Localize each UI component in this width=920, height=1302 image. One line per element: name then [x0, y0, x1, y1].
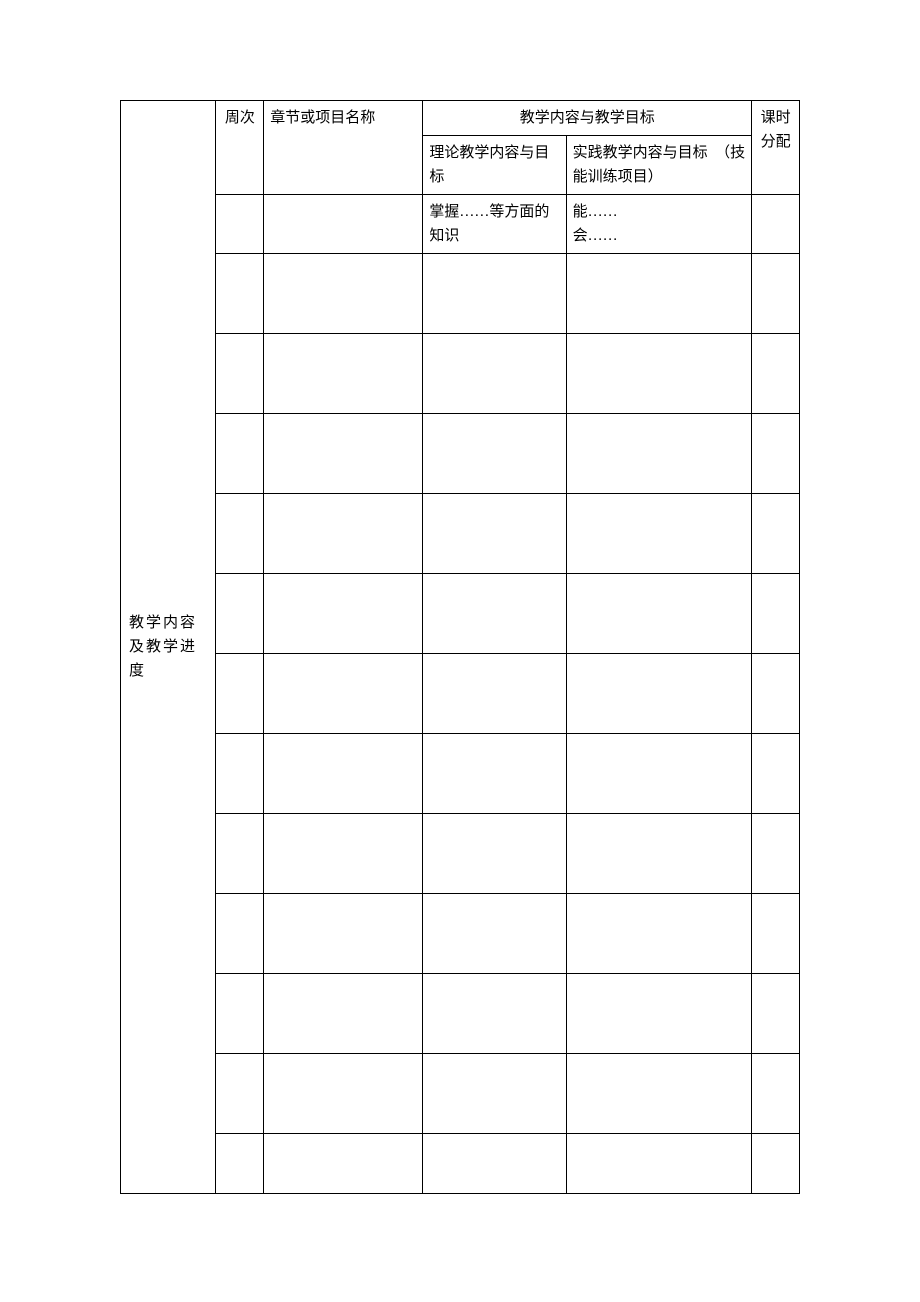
- teaching-schedule-table: 教学内容及教学进度 周次 章节或项目名称 教学内容与教学目标 课时分配 理论教学…: [120, 100, 800, 1194]
- practice-cell: 能…… 会……: [566, 195, 752, 254]
- week-cell: [216, 1054, 264, 1134]
- chapter-cell: [264, 734, 423, 814]
- header-theory: 理论教学内容与目标: [423, 136, 566, 195]
- theory-cell: [423, 414, 566, 494]
- header-chapter: 章节或项目名称: [264, 101, 423, 195]
- theory-cell: [423, 254, 566, 334]
- header-practice: 实践教学内容与目标 （技能训练项目）: [566, 136, 752, 195]
- theory-cell: [423, 734, 566, 814]
- week-cell: [216, 734, 264, 814]
- theory-cell: [423, 654, 566, 734]
- hours-cell: [752, 1134, 800, 1194]
- practice-cell: [566, 414, 752, 494]
- week-cell: [216, 494, 264, 574]
- chapter-cell: [264, 814, 423, 894]
- hours-cell: [752, 734, 800, 814]
- content-row-3: [121, 334, 800, 414]
- practice-cell: [566, 254, 752, 334]
- hours-cell: [752, 494, 800, 574]
- theory-cell: [423, 814, 566, 894]
- header-week: 周次: [216, 101, 264, 195]
- practice-cell: [566, 574, 752, 654]
- chapter-cell: [264, 1134, 423, 1194]
- chapter-cell: [264, 894, 423, 974]
- practice-cell: [566, 654, 752, 734]
- chapter-cell: [264, 334, 423, 414]
- week-cell: [216, 195, 264, 254]
- hours-cell: [752, 654, 800, 734]
- week-cell: [216, 974, 264, 1054]
- content-row-6: [121, 574, 800, 654]
- row-label-cell: 教学内容及教学进度: [121, 101, 216, 1194]
- week-cell: [216, 334, 264, 414]
- content-row-11: [121, 974, 800, 1054]
- hours-cell: [752, 195, 800, 254]
- chapter-cell: [264, 654, 423, 734]
- content-row-2: [121, 254, 800, 334]
- practice-cell: [566, 734, 752, 814]
- week-cell: [216, 254, 264, 334]
- week-cell: [216, 574, 264, 654]
- practice-cell: [566, 494, 752, 574]
- week-cell: [216, 814, 264, 894]
- hours-cell: [752, 334, 800, 414]
- theory-cell: [423, 574, 566, 654]
- hours-cell: [752, 1054, 800, 1134]
- practice-cell: [566, 1054, 752, 1134]
- theory-cell: [423, 974, 566, 1054]
- week-cell: [216, 894, 264, 974]
- theory-cell: [423, 1134, 566, 1194]
- theory-cell: [423, 1054, 566, 1134]
- content-row-1: 掌握……等方面的知识 能…… 会……: [121, 195, 800, 254]
- practice-cell: [566, 974, 752, 1054]
- hours-cell: [752, 254, 800, 334]
- chapter-cell: [264, 974, 423, 1054]
- content-row-4: [121, 414, 800, 494]
- content-row-8: [121, 734, 800, 814]
- practice-cell: [566, 814, 752, 894]
- theory-cell: 掌握……等方面的知识: [423, 195, 566, 254]
- theory-cell: [423, 894, 566, 974]
- chapter-cell: [264, 1054, 423, 1134]
- content-row-9: [121, 814, 800, 894]
- practice-cell: [566, 894, 752, 974]
- content-row-13: [121, 1134, 800, 1194]
- theory-cell: [423, 494, 566, 574]
- week-cell: [216, 654, 264, 734]
- hours-cell: [752, 894, 800, 974]
- chapter-cell: [264, 574, 423, 654]
- hours-cell: [752, 974, 800, 1054]
- practice-cell: [566, 334, 752, 414]
- chapter-cell: [264, 254, 423, 334]
- content-row-12: [121, 1054, 800, 1134]
- content-row-10: [121, 894, 800, 974]
- chapter-cell: [264, 195, 423, 254]
- header-hours: 课时分配: [752, 101, 800, 195]
- hours-cell: [752, 414, 800, 494]
- hours-cell: [752, 814, 800, 894]
- hours-cell: [752, 574, 800, 654]
- theory-cell: [423, 334, 566, 414]
- header-row-1: 教学内容及教学进度 周次 章节或项目名称 教学内容与教学目标 课时分配: [121, 101, 800, 136]
- content-row-7: [121, 654, 800, 734]
- practice-cell: [566, 1134, 752, 1194]
- chapter-cell: [264, 414, 423, 494]
- chapter-cell: [264, 494, 423, 574]
- week-cell: [216, 414, 264, 494]
- content-row-5: [121, 494, 800, 574]
- week-cell: [216, 1134, 264, 1194]
- header-content-goal: 教学内容与教学目标: [423, 101, 752, 136]
